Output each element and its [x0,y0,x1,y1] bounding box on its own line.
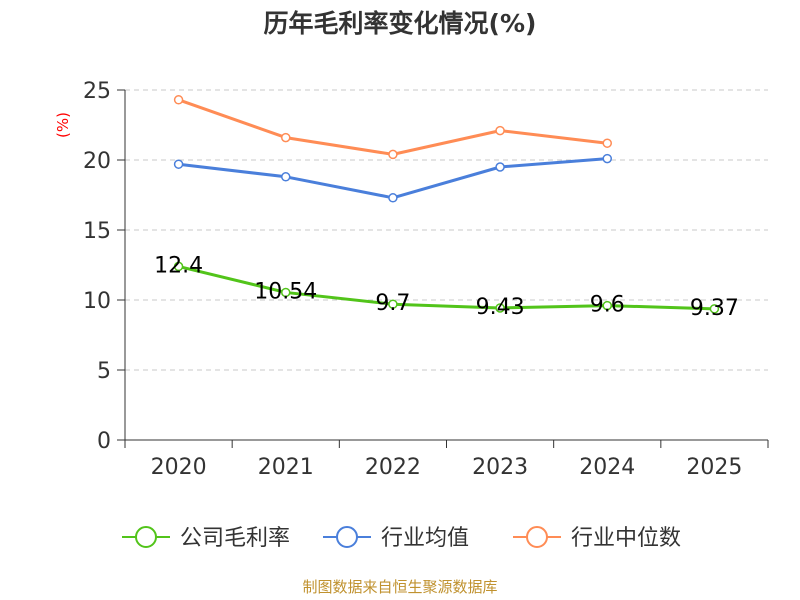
data-point[interactable] [495,125,505,136]
y-tick-label: 5 [97,359,111,384]
data-point[interactable] [495,162,505,172]
y-tick-label: 15 [83,219,111,244]
data-point[interactable] [173,95,184,105]
x-tick-label: 2024 [579,455,635,480]
data-point[interactable] [173,159,184,169]
legend-label: 公司毛利率 [180,526,290,551]
data-label: 12.4 [154,253,203,278]
series-1 [173,153,612,203]
y-tick-label: 10 [83,289,111,314]
x-tick-label: 2020 [151,455,207,480]
data-point[interactable] [495,303,505,313]
y-tick-label: 0 [97,429,111,454]
data-point[interactable] [388,149,398,160]
x-tick-label: 2023 [472,455,528,480]
legend-item[interactable]: 行业中位数 [513,526,681,551]
data-label: 9.7 [375,291,410,316]
data-label: 10.54 [254,279,317,304]
legend-swatch-marker [336,526,358,548]
chart-title: 历年毛利率变化情况(%) [264,9,537,38]
gridlines [125,89,768,371]
series-2 [173,95,612,160]
data-point[interactable] [173,261,184,272]
x-tick-label: 2021 [258,455,314,480]
legend-swatch-marker [135,526,157,548]
data-labels: 12.4 10.54 9.7 9.43 9.6 9.37 [154,253,739,320]
data-point[interactable] [281,172,291,182]
x-tick-label: 2022 [365,455,421,480]
legend-item[interactable]: 公司毛利率 [122,526,290,551]
data-label: 9.37 [690,296,739,321]
y-tick-label: 20 [83,149,111,174]
legend-item[interactable]: 行业均值 [323,526,469,551]
data-label: 9.6 [590,293,625,318]
data-point[interactable] [602,153,612,164]
series-0 [173,261,720,314]
series-lines [173,95,720,314]
series-line [178,264,715,311]
data-point[interactable] [388,299,398,309]
legend-swatch-marker [526,526,548,548]
legend[interactable]: 公司毛利率 行业均值 行业中位数 [122,526,681,551]
y-axis-unit-label: (%) [54,112,72,138]
legend-label: 行业中位数 [571,526,681,551]
data-point[interactable] [602,300,612,311]
data-point[interactable] [281,287,291,298]
legend-label: 行业均值 [381,526,469,551]
data-point[interactable] [709,304,720,314]
x-tick-label: 2025 [686,455,742,480]
data-point[interactable] [388,193,398,203]
series-line [178,157,608,200]
data-point[interactable] [281,132,291,143]
series-line [178,98,608,156]
source-note: 制图数据来自恒生聚源数据库 [302,578,497,596]
data-label: 9.43 [476,295,525,320]
data-point[interactable] [602,138,612,148]
y-tick-label: 25 [83,79,111,104]
